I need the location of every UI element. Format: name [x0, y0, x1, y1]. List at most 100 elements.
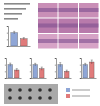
y-axis	[55, 59, 57, 79]
plot-area	[33, 63, 44, 78]
bar-chart	[80, 59, 97, 79]
bar-chart	[55, 59, 72, 79]
bar-chart	[7, 27, 31, 47]
axis-line	[30, 59, 32, 79]
tick-mark	[30, 71, 31, 72]
y-tick	[30, 58, 31, 59]
tick-mark	[55, 78, 56, 79]
bar-chart	[5, 59, 22, 79]
tick-mark	[80, 71, 81, 72]
x-axis	[57, 78, 72, 79]
error-bar	[84, 63, 86, 66]
axis-line	[55, 59, 57, 79]
schematic-line	[4, 18, 18, 20]
x-axis	[9, 46, 31, 47]
y-tick	[55, 58, 56, 59]
schematic-line	[4, 3, 30, 5]
histology-image	[59, 34, 79, 49]
tick-mark	[7, 26, 8, 27]
y-tick	[5, 71, 6, 72]
error-bar	[41, 67, 43, 70]
figure	[0, 0, 100, 106]
tick-mark	[80, 58, 81, 59]
axis-line	[32, 78, 47, 79]
x-axis	[82, 78, 97, 79]
tissue-layer	[38, 39, 58, 43]
blot-spot	[18, 96, 22, 100]
histology-image	[59, 3, 79, 18]
axis-line	[57, 78, 72, 79]
plot-area	[11, 31, 27, 46]
error-bar	[34, 63, 36, 66]
blot-spot	[48, 96, 52, 100]
blot-image	[4, 84, 58, 104]
bar	[20, 39, 27, 46]
y-tick	[80, 71, 81, 72]
blot-background	[4, 84, 58, 104]
tick-mark	[80, 65, 81, 66]
tick-mark	[30, 78, 31, 79]
tissue-layer	[38, 8, 58, 12]
legend-swatch	[66, 88, 70, 92]
tick-mark	[7, 39, 8, 40]
schematic-line	[4, 13, 22, 15]
bar	[83, 65, 88, 78]
plot-area	[58, 63, 69, 78]
legend-swatch	[66, 94, 70, 98]
y-tick	[80, 58, 81, 59]
axis-line	[7, 78, 22, 79]
y-tick	[7, 33, 8, 34]
tissue-layer	[59, 39, 79, 43]
axis-line	[5, 59, 7, 79]
error-bar	[91, 60, 93, 64]
blot-spot	[28, 88, 32, 92]
blot-spot	[38, 96, 42, 100]
bar	[33, 65, 38, 78]
histology-image	[38, 3, 58, 18]
y-tick	[80, 78, 81, 79]
y-axis	[80, 59, 82, 79]
error-bar	[16, 69, 18, 72]
axis-line	[7, 27, 9, 47]
error-bar	[59, 63, 61, 67]
y-tick	[55, 65, 56, 66]
y-tick	[7, 26, 8, 27]
blot-spot	[28, 96, 32, 100]
tissue-layer	[79, 39, 99, 43]
tick-mark	[30, 58, 31, 59]
x-axis	[7, 78, 22, 79]
histology-image	[79, 19, 99, 34]
tick-mark	[30, 65, 31, 66]
y-tick	[30, 71, 31, 72]
y-tick	[5, 65, 6, 66]
bar	[89, 62, 94, 78]
y-tick	[30, 65, 31, 66]
y-tick	[30, 78, 31, 79]
tick-mark	[80, 78, 81, 79]
histology-image	[59, 19, 79, 34]
blot-spot	[38, 88, 42, 92]
histology-image	[79, 34, 99, 49]
y-axis	[5, 59, 7, 79]
y-tick	[7, 39, 8, 40]
legend-line	[72, 96, 90, 97]
bar-chart	[30, 59, 47, 79]
blot-spot	[8, 96, 12, 100]
blot-spot	[48, 88, 52, 92]
bar	[11, 33, 18, 46]
x-axis	[32, 78, 47, 79]
blot-spot	[18, 88, 22, 92]
histology-image	[79, 3, 99, 18]
histology-image	[38, 19, 58, 34]
tissue-layer	[59, 24, 79, 28]
histology-panels	[38, 3, 99, 49]
y-tick	[7, 46, 8, 47]
tick-mark	[55, 58, 56, 59]
tick-mark	[5, 65, 6, 66]
tick-mark	[7, 33, 8, 34]
y-tick	[55, 71, 56, 72]
y-axis	[7, 27, 9, 47]
y-tick	[55, 78, 56, 79]
blot-spot	[8, 88, 12, 92]
axis-line	[80, 59, 82, 79]
